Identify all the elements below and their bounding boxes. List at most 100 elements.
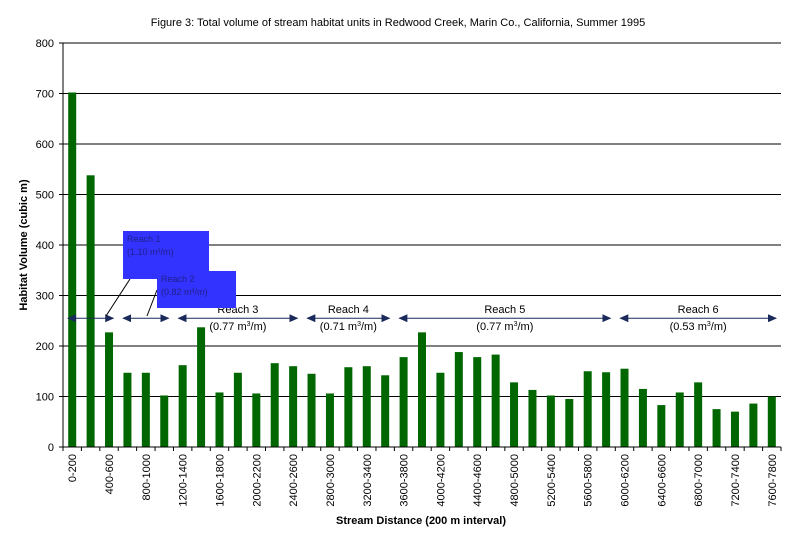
bar — [436, 372, 445, 447]
x-tick-label: 800-1000 — [141, 454, 153, 501]
x-tick-label: 6400-6600 — [656, 454, 668, 507]
y-tick-label: 100 — [36, 392, 54, 404]
reach-value-prefix: (0.77 m — [209, 321, 246, 333]
bar — [583, 371, 592, 447]
y-tick-label: 700 — [36, 89, 54, 101]
reach-value-superscript: 3 — [707, 321, 711, 328]
bar — [68, 92, 77, 448]
bar — [565, 399, 574, 447]
bar — [602, 372, 611, 447]
x-tick-labels: 0-200 400-600 800-1000 1200-1400 1600-1800 20… — [62, 447, 782, 507]
x-tick-label: 4400-4600 — [472, 454, 484, 507]
x-tick-label: 5600-5800 — [583, 454, 595, 507]
reach-name: Reach 5 — [484, 304, 525, 316]
x-tick-label: 2000-2200 — [251, 454, 263, 507]
reach-name: Reach 4 — [328, 304, 369, 316]
bar — [141, 372, 150, 447]
x-tick-label: 5200-5400 — [546, 454, 558, 507]
callout-box — [157, 271, 236, 308]
bar — [730, 411, 739, 447]
reach-value-prefix: (0.71 m — [320, 321, 357, 333]
callout-reach-name: Reach 1 — [127, 234, 161, 244]
bar — [160, 395, 169, 447]
bar — [749, 403, 758, 447]
y-tick-label: 600 — [36, 139, 54, 151]
x-tick-label: 1200-1400 — [178, 454, 190, 507]
y-tick-label: 500 — [36, 190, 54, 202]
bar — [381, 375, 390, 447]
x-tick-label: 7200-7400 — [730, 454, 742, 507]
bar — [362, 366, 371, 447]
bar — [767, 396, 776, 447]
reach-value: (0.77 m3/m) — [209, 321, 266, 333]
bar — [491, 354, 500, 447]
x-tick-label: 0-200 — [67, 454, 79, 482]
bar — [399, 357, 408, 447]
y-tick-label: 300 — [36, 291, 54, 303]
bar — [418, 332, 426, 447]
callout-reach-name: Reach 2 — [161, 274, 195, 284]
bar — [215, 392, 224, 447]
reach-annotations: Reach 3(0.77 m3/m)Reach 4(0.71 m3/m)Reac… — [67, 231, 777, 333]
bar — [178, 365, 187, 447]
reach-value-suffix: /m) — [251, 321, 267, 333]
bar — [252, 393, 261, 447]
bar — [270, 363, 279, 447]
bar — [233, 372, 242, 447]
reach-value-prefix: (0.77 m — [476, 321, 513, 333]
bar — [86, 175, 95, 447]
bar — [694, 382, 703, 447]
reach-value-suffix: /m) — [361, 321, 377, 333]
bar-series — [68, 92, 776, 448]
bar — [510, 382, 519, 447]
bar — [657, 405, 666, 447]
callout-leader — [105, 278, 131, 317]
bar — [325, 393, 334, 447]
x-tick-label: 3600-3800 — [399, 454, 411, 507]
y-tick-label: 400 — [36, 240, 54, 252]
callout-reach-value: (1.10 m³/m) — [127, 247, 174, 257]
x-tick-label: 6000-6200 — [620, 454, 632, 507]
reach-value-superscript: 3 — [357, 321, 361, 328]
reach-value: (0.71 m3/m) — [320, 321, 377, 333]
bar — [473, 357, 482, 447]
x-axis-label: Stream Distance (200 m interval) — [336, 515, 506, 527]
x-tick-label: 3200-3400 — [362, 454, 374, 507]
x-tick-label: 2400-2600 — [288, 454, 300, 507]
x-tick-label: 6800-7000 — [693, 454, 705, 507]
reach-value-superscript: 3 — [514, 321, 518, 328]
x-tick-label: 4800-5000 — [509, 454, 521, 507]
chart-title: Figure 3: Total volume of stream habitat… — [151, 17, 645, 29]
x-tick-label: 7600-7800 — [767, 454, 779, 507]
y-tick-label: 200 — [36, 341, 54, 353]
reach-value-prefix: (0.53 m — [670, 321, 707, 333]
bar — [344, 367, 353, 447]
bar — [307, 373, 316, 447]
x-tick-label: 4000-4200 — [435, 454, 447, 507]
bar — [712, 409, 721, 447]
bar — [123, 372, 132, 447]
callout-leader — [146, 289, 158, 317]
bar — [105, 332, 114, 447]
bar — [197, 327, 206, 447]
callout-reach-value: (0.82 m³/m) — [161, 287, 208, 297]
y-tick-label: 800 — [36, 38, 54, 50]
bar — [454, 352, 463, 447]
bar — [528, 389, 537, 447]
bar — [638, 388, 647, 447]
bar — [289, 366, 298, 447]
y-tick-labels: 0 100 200 300 400 500 600 700 800 — [36, 38, 63, 454]
reach-value-superscript: 3 — [247, 321, 251, 328]
bar — [546, 395, 555, 447]
y-axis-label: Habitat Volume (cubic m) — [18, 179, 30, 311]
x-tick-label: 400-600 — [104, 454, 116, 494]
x-tick-label: 2800-3000 — [325, 454, 337, 507]
reach-name: Reach 6 — [678, 304, 719, 316]
reach-value: (0.53 m3/m) — [670, 321, 727, 333]
reach-value-suffix: /m) — [711, 321, 727, 333]
reach-value: (0.77 m3/m) — [476, 321, 533, 333]
bar — [620, 368, 629, 447]
x-tick-label: 1600-1800 — [214, 454, 226, 507]
y-tick-label: 0 — [48, 442, 54, 454]
